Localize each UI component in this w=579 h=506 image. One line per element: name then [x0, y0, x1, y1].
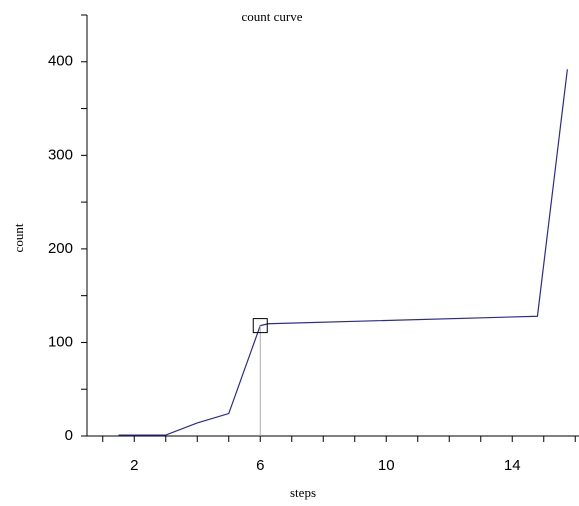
y-tick-label: 200	[48, 240, 73, 257]
x-tick-label: 2	[130, 457, 138, 474]
x-tick-label: 10	[378, 457, 395, 474]
y-tick-label: 300	[48, 146, 73, 163]
series-line	[118, 69, 568, 436]
y-tick-label: 400	[48, 53, 73, 70]
x-tick-label: 6	[256, 457, 264, 474]
x-tick-label: 14	[504, 457, 521, 474]
y-axis-label: count	[11, 223, 26, 252]
y-tick-label: 100	[48, 333, 73, 350]
highlight-marker	[252, 318, 268, 334]
x-axis-label: steps	[290, 485, 316, 500]
chart-title: count curve	[241, 9, 302, 24]
y-tick-label: 0	[65, 427, 73, 444]
